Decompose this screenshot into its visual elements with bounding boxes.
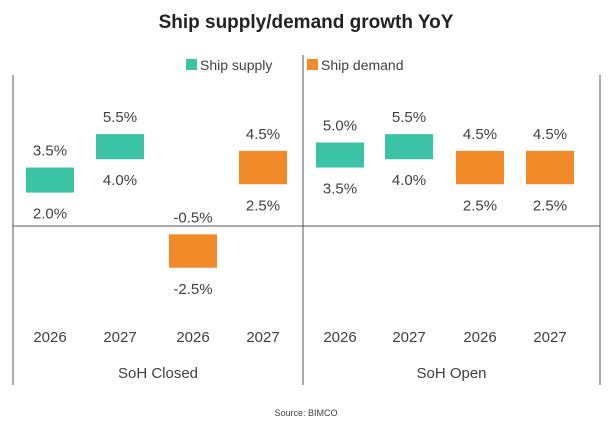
data-label-low: 4.0% bbox=[392, 172, 426, 189]
category-tick-label: 2026 bbox=[33, 329, 66, 346]
bar-ship-demand bbox=[456, 150, 504, 185]
bars: 3.5% 2.0% 5.5% 4.0% -0.5% -2.5% 4.5% 2.5% 5.0% 3.… bbox=[26, 109, 574, 298]
data-label-low: 2.0% bbox=[33, 206, 67, 223]
bar-ship-supply bbox=[316, 142, 364, 168]
category-tick-label: 2027 bbox=[246, 329, 279, 346]
data-label-low: 4.0% bbox=[103, 172, 137, 189]
bar-ship-supply bbox=[26, 167, 74, 193]
data-label-high: 3.5% bbox=[33, 143, 67, 160]
data-label-high: 5.5% bbox=[103, 109, 137, 126]
bar-ship-demand bbox=[526, 150, 574, 185]
legend-swatch-supply bbox=[186, 59, 197, 70]
category-tick-label: 2026 bbox=[323, 329, 356, 346]
group-label: SoH Closed bbox=[118, 365, 198, 382]
axes: SoH Closed 2026 2027 2026 2027 SoH Open 2026 20… bbox=[12, 55, 601, 385]
data-label-high: -0.5% bbox=[173, 209, 212, 226]
category-tick-label: 2027 bbox=[392, 329, 425, 346]
chart-title: Ship supply/demand growth YoY bbox=[159, 12, 454, 33]
category-tick-label: 2027 bbox=[533, 329, 566, 346]
bar-ship-supply bbox=[96, 134, 144, 160]
data-label-high: 5.5% bbox=[392, 109, 426, 126]
bar-ship-supply bbox=[385, 134, 433, 160]
data-label-low: 2.5% bbox=[463, 197, 497, 214]
data-label-high: 5.0% bbox=[323, 118, 357, 135]
data-label-low: 2.5% bbox=[533, 197, 567, 214]
legend-swatch-demand bbox=[307, 59, 318, 70]
data-label-high: 4.5% bbox=[533, 126, 567, 143]
data-label-high: 4.5% bbox=[246, 126, 280, 143]
category-tick-label: 2026 bbox=[463, 329, 496, 346]
data-label-low: 3.5% bbox=[323, 181, 357, 198]
data-label-low: 2.5% bbox=[246, 197, 280, 214]
group-label: SoH Open bbox=[416, 365, 486, 382]
category-tick-label: 2027 bbox=[103, 329, 136, 346]
legend-label-supply: Ship supply bbox=[200, 57, 272, 73]
bar-ship-demand bbox=[239, 150, 287, 185]
data-label-high: 4.5% bbox=[463, 126, 497, 143]
legend: Ship supply Ship demand bbox=[186, 57, 404, 73]
category-tick-label: 2026 bbox=[176, 329, 209, 346]
legend-label-demand: Ship demand bbox=[321, 57, 404, 73]
source-note: Source: BIMCO bbox=[274, 408, 337, 418]
bar-ship-demand bbox=[169, 234, 217, 268]
data-label-low: -2.5% bbox=[173, 281, 212, 298]
